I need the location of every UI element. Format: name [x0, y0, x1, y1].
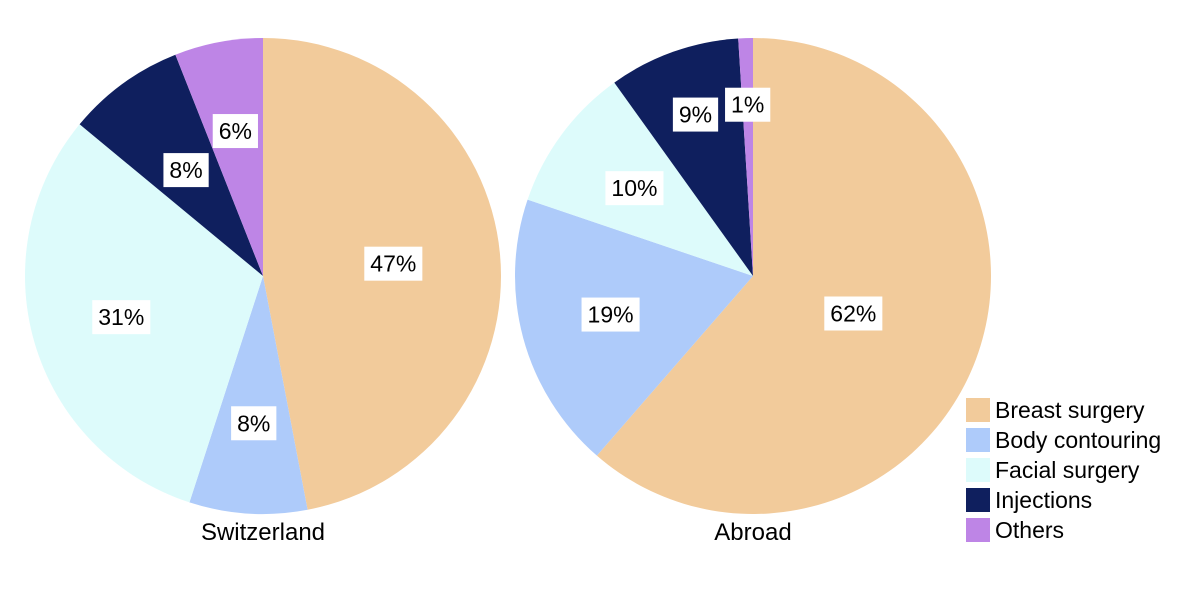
data-label-breast-surgery: 62% [824, 296, 883, 331]
pie-title: Switzerland [201, 519, 325, 546]
data-label-text: 62% [830, 300, 876, 326]
data-label-box [364, 246, 423, 281]
data-label-text: 6% [219, 118, 252, 144]
data-label-box [212, 114, 258, 149]
data-label-others: 1% [725, 87, 771, 122]
data-label-text: 10% [611, 175, 657, 201]
legend-label: Facial surgery [995, 457, 1140, 483]
slice-body-contouring [189, 276, 308, 514]
legend-swatch [966, 398, 990, 422]
data-label-box [231, 406, 277, 441]
data-label-body-contouring: 19% [581, 297, 640, 332]
data-label-box [605, 171, 664, 206]
legend-swatch [966, 458, 990, 482]
slice-breast-surgery [596, 38, 991, 514]
pie-title: Abroad [714, 519, 791, 546]
legend-swatch [966, 488, 990, 512]
legend-swatch [966, 428, 990, 452]
data-label-text: 9% [679, 102, 712, 128]
data-label-text: 19% [588, 302, 634, 328]
legend-label: Injections [995, 487, 1092, 513]
data-label-box [672, 97, 719, 132]
data-label-body-contouring: 8% [231, 406, 277, 441]
legend-item-others: Others [966, 517, 1064, 543]
data-label-injections: 9% [672, 97, 719, 132]
legend-item-facial-surgery: Facial surgery [966, 457, 1140, 483]
data-label-text: 47% [370, 251, 416, 277]
legend-item-injections: Injections [966, 487, 1092, 513]
data-label-facial-surgery: 31% [92, 300, 151, 335]
data-label-injections: 8% [163, 153, 209, 188]
legend-label: Breast surgery [995, 397, 1145, 423]
pie-switzerland: 47% 8% 31% 8% 6% Switzerland [24, 38, 502, 546]
slice-others [175, 38, 263, 276]
data-label-facial-surgery: 10% [605, 171, 664, 206]
data-label-box [92, 300, 151, 335]
data-label-box [581, 297, 640, 332]
data-label-box [163, 153, 209, 188]
data-label-others: 6% [212, 114, 258, 149]
data-label-text: 1% [731, 92, 764, 118]
data-label-text: 8% [237, 410, 270, 436]
data-label-breast-surgery: 47% [364, 246, 423, 281]
legend-label: Others [995, 517, 1064, 543]
data-label-box [824, 296, 883, 331]
data-label-text: 31% [98, 304, 144, 330]
slice-injections [614, 38, 753, 276]
pie-abroad: 62% 19% 10% 9% 1% Abroad [515, 38, 991, 546]
legend-item-breast-surgery: Breast surgery [966, 397, 1145, 423]
data-label-text: 8% [169, 157, 202, 183]
legend: Breast surgery Body contouring Facial surg… [966, 397, 1161, 543]
legend-item-body-contouring: Body contouring [966, 427, 1161, 453]
data-label-box [725, 87, 771, 122]
legend-swatch [966, 518, 990, 542]
legend-label: Body contouring [995, 427, 1161, 453]
